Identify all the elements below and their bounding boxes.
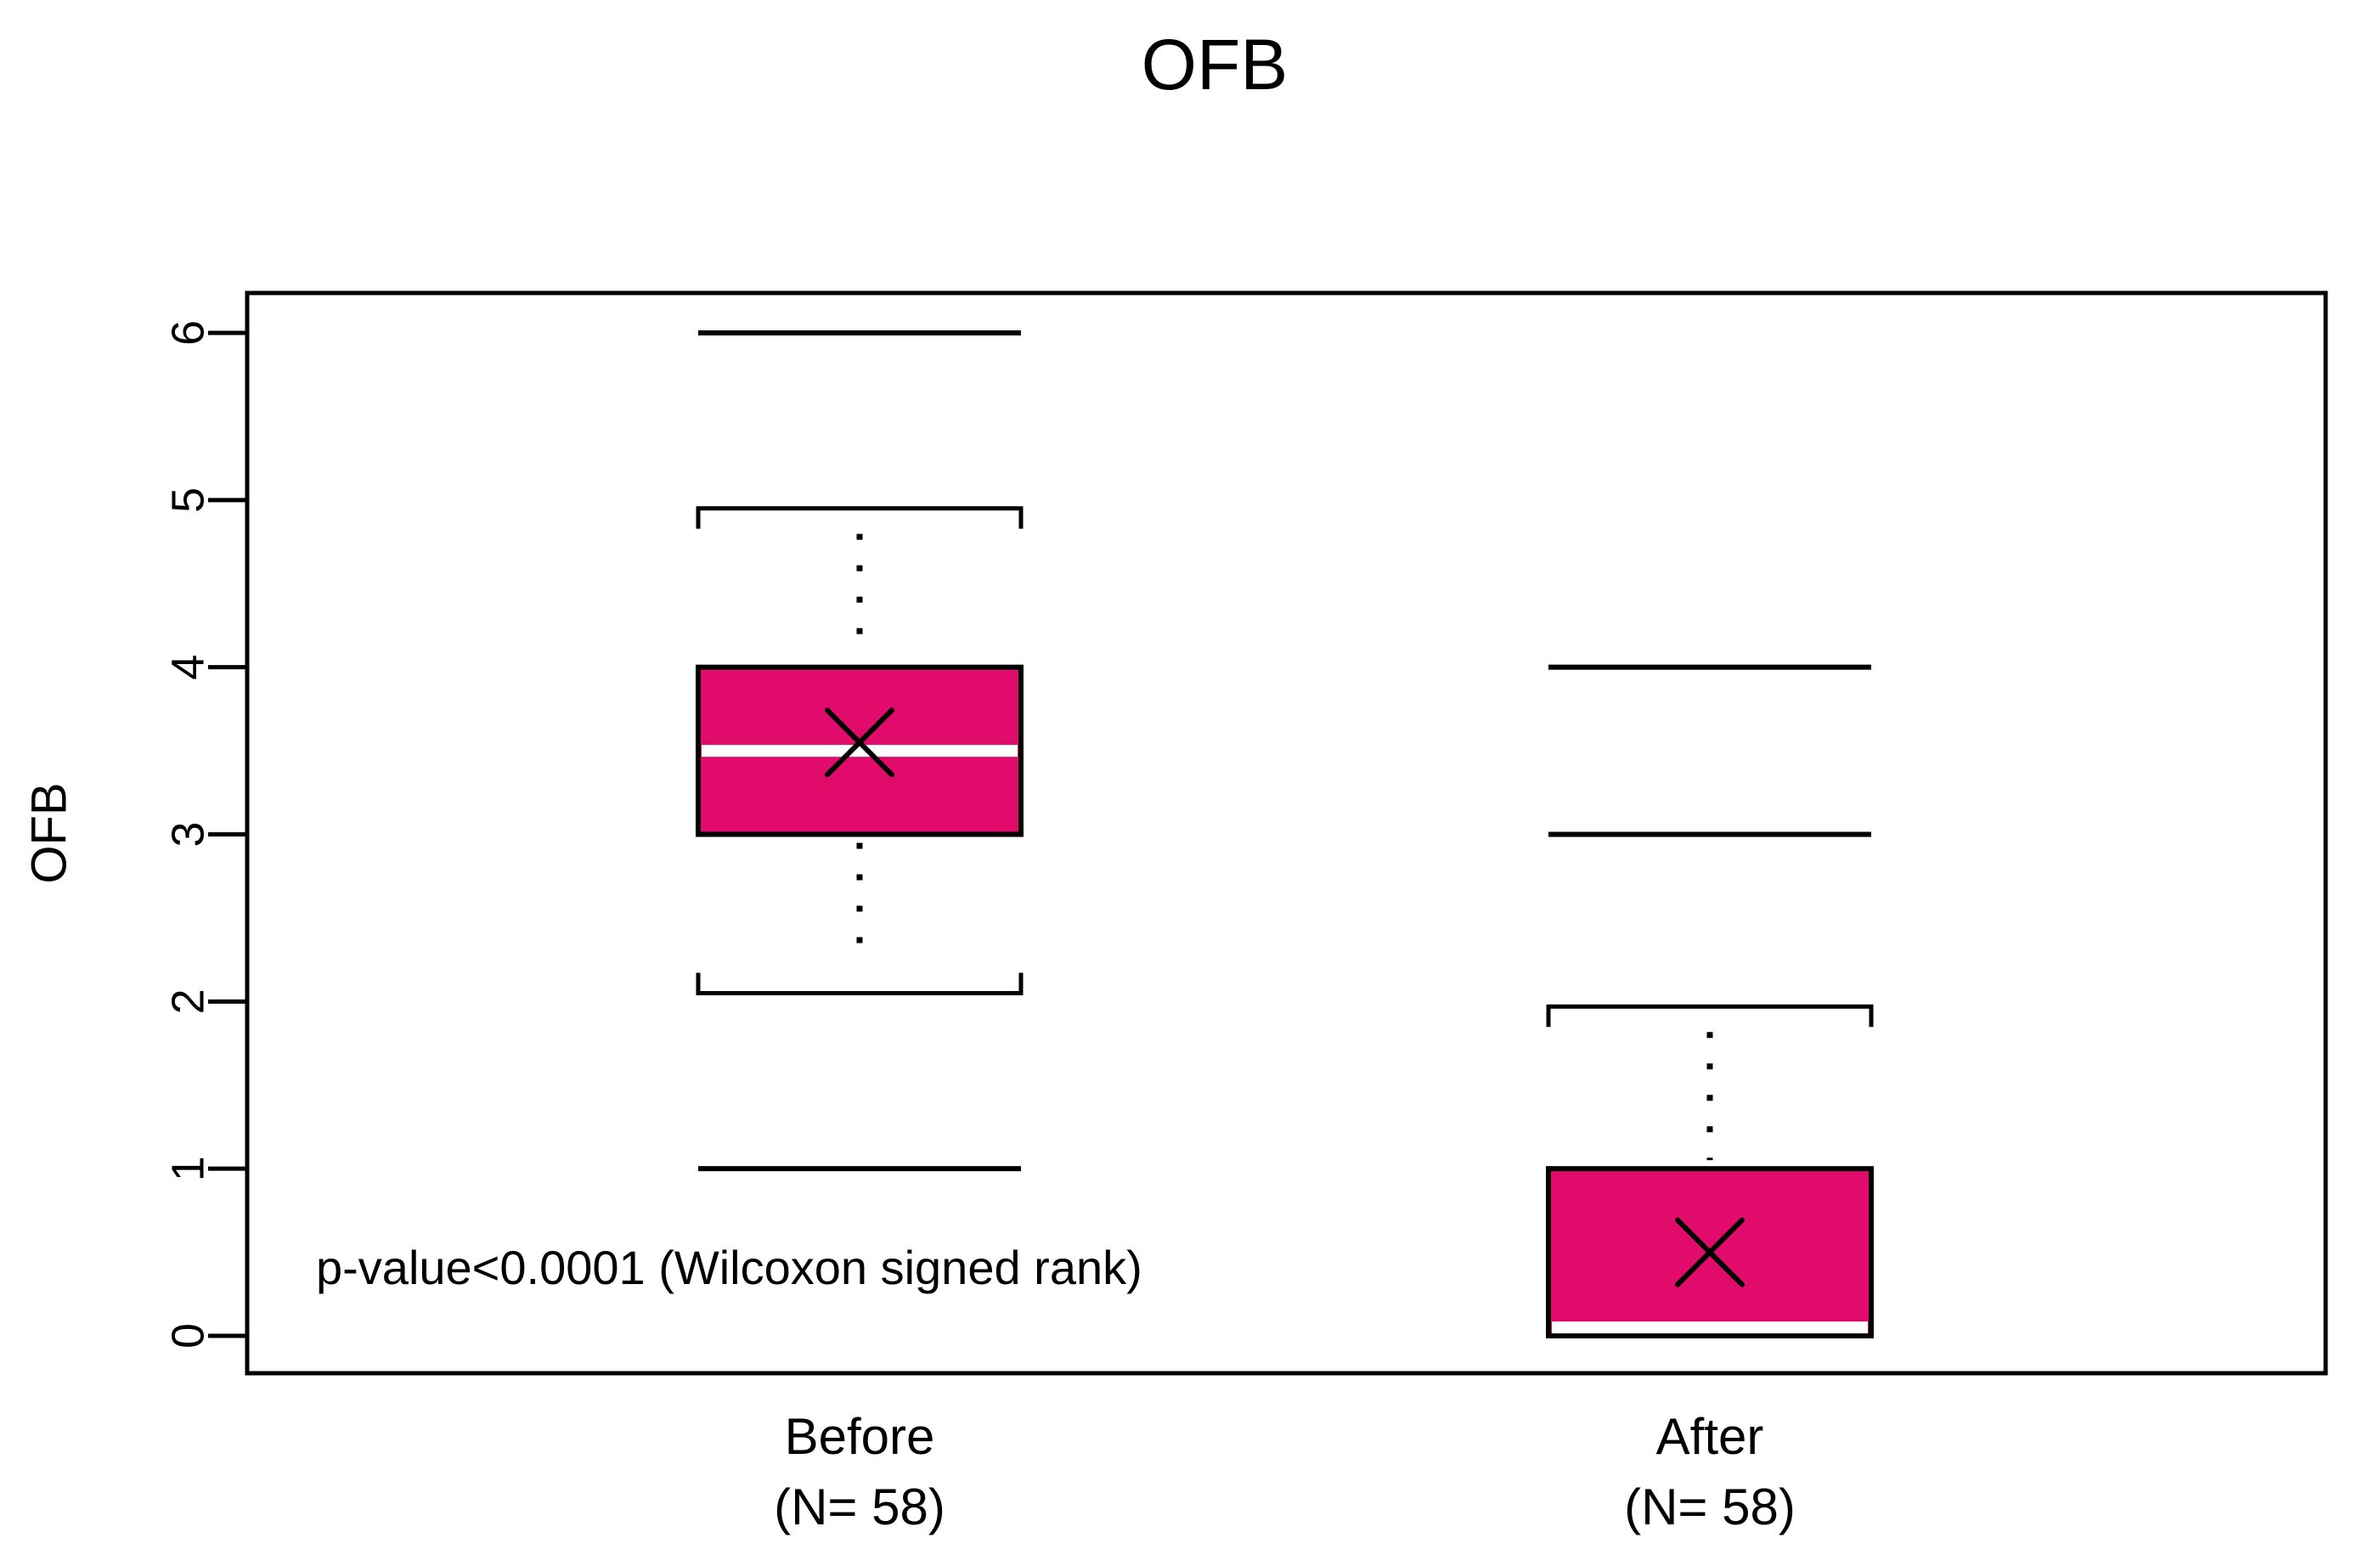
chart-title: OFB [1141, 25, 1289, 104]
y-axis-tick-label: 5 [162, 487, 213, 513]
whisker-cap-upper-after [1546, 1004, 1874, 1028]
plot-frame [245, 290, 2328, 1376]
whisker-cap-upper-before [696, 506, 1024, 529]
y-axis-tick-label: 3 [162, 821, 213, 847]
mean-x-marker-before [825, 707, 894, 778]
group-label-after: After [1656, 1408, 1764, 1465]
y-axis-tick-label: 0 [162, 1323, 213, 1349]
y-axis-tick-label: 1 [162, 1156, 213, 1181]
y-axis-label: OFB [21, 782, 76, 883]
whisker-cap-lower-before [696, 972, 1024, 995]
group-label-before: Before [785, 1408, 935, 1465]
group-sublabel-before: (N= 58) [774, 1479, 945, 1535]
y-axis-tick-label: 4 [162, 655, 213, 680]
mean-x-marker-after [1675, 1217, 1745, 1287]
y-axis-tick-label: 2 [162, 989, 213, 1014]
group-sublabel-after: (N= 58) [1624, 1479, 1796, 1535]
pvalue-annotation: p-value<0.0001 (Wilcoxon signed rank) [316, 1241, 1142, 1294]
y-axis-tick-label: 6 [162, 320, 213, 346]
